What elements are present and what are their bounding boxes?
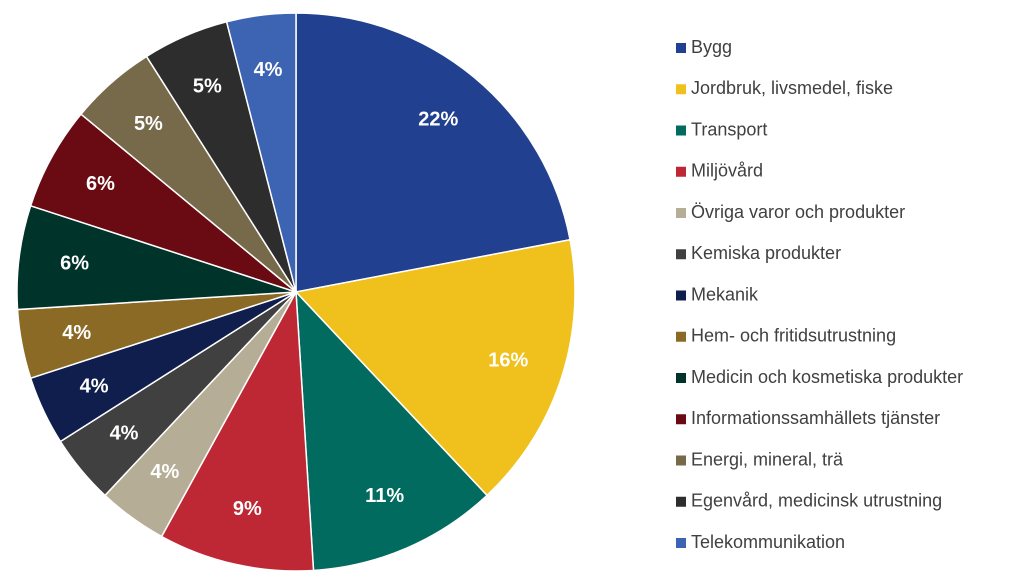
legend-swatch	[676, 43, 686, 53]
legend-label: Energi, mineral, trä	[691, 449, 844, 469]
data-label: 22%	[418, 108, 458, 130]
data-label: 16%	[488, 349, 528, 371]
data-label: 5%	[193, 75, 222, 97]
legend-label: Medicin och kosmetiska produkter	[691, 367, 963, 387]
legend-swatch	[676, 538, 686, 548]
legend-swatch	[676, 249, 686, 260]
legend-label: Transport	[691, 119, 767, 139]
legend-swatch	[676, 125, 686, 136]
legend-swatch	[676, 84, 686, 95]
legend-swatch	[676, 496, 686, 507]
pie-slice	[225, 12, 297, 293]
data-label: 4%	[62, 322, 91, 344]
legend-swatch	[676, 331, 686, 342]
pie-slice	[295, 289, 489, 571]
pie-slice	[294, 238, 576, 497]
pie-slice	[295, 12, 571, 293]
legend-label: Kemiska produkter	[691, 243, 841, 263]
data-label: 6%	[86, 173, 115, 195]
legend-label: Bygg	[691, 37, 732, 57]
legend-label: Övriga varor och produkter	[691, 202, 905, 222]
legend-swatch	[676, 414, 686, 425]
data-label: 4%	[110, 423, 139, 445]
data-label: 4%	[80, 375, 109, 397]
legend-label: Jordbruk, livsmedel, fiske	[691, 78, 893, 98]
legend-label: Informationssamhällets tjänster	[691, 408, 940, 428]
legend-swatch	[676, 455, 686, 466]
legend-swatch	[676, 166, 686, 177]
data-label: 4%	[254, 59, 283, 81]
legend-label: Mekanik	[691, 284, 759, 304]
legend-swatch	[676, 373, 686, 383]
data-label: 5%	[134, 113, 163, 135]
legend-swatch	[676, 290, 686, 301]
legend-label: Egenvård, medicinsk utrustning	[691, 491, 942, 511]
data-label: 4%	[150, 461, 179, 483]
legend-label: Miljövård	[691, 161, 763, 181]
legend-swatch	[676, 208, 686, 218]
legend-label: Telekommunikation	[691, 532, 845, 552]
data-label: 6%	[60, 252, 89, 274]
data-label: 9%	[233, 498, 262, 520]
data-label: 11%	[365, 485, 404, 507]
legend-label: Hem- och fritidsutrustning	[691, 326, 896, 346]
